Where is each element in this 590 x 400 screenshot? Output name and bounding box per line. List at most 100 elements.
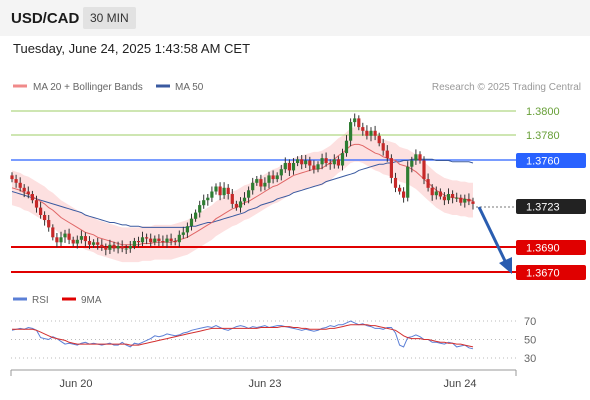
symbol-title: USD/CAD [11, 10, 80, 27]
candle [308, 156, 312, 172]
support-1-label: 1.3690 [526, 243, 560, 255]
candle [26, 186, 30, 199]
current-price-label: 1.3723 [526, 202, 560, 214]
x-tick-jun-24: Jun 24 [443, 378, 476, 390]
candle [312, 160, 316, 174]
candle-body-up [116, 246, 120, 249]
candle [226, 184, 230, 200]
rsi-tick-70: 70 [524, 316, 536, 328]
candle [328, 159, 332, 170]
candle [202, 194, 206, 209]
candle [210, 186, 214, 202]
candle [218, 182, 222, 201]
candle-body-down [381, 143, 385, 151]
candle [181, 226, 185, 239]
candle-body-up [296, 159, 300, 163]
candle [43, 211, 47, 226]
candle-body-down [471, 201, 475, 204]
candle [185, 222, 189, 238]
candle [426, 173, 430, 192]
x-tick-jun-20: Jun 20 [59, 378, 92, 390]
timeframe-button[interactable]: 30 MIN [83, 7, 136, 29]
candle-body-up [263, 182, 267, 187]
candle-body-down [100, 244, 104, 248]
candles [10, 113, 475, 256]
forecast-arrow [477, 206, 512, 274]
candle-body-down [442, 196, 446, 201]
candle [455, 192, 459, 202]
candle-body-down [271, 175, 275, 180]
level-labels: 1.3800 1.3780 1.3760 1.3723 1.3690 1.367… [516, 106, 586, 280]
candle-body-up [332, 159, 336, 165]
candle [336, 156, 340, 169]
candle-body-down [43, 215, 47, 220]
candle [59, 231, 63, 246]
candle-body-down [161, 241, 165, 243]
candle-body-up [349, 122, 353, 141]
candle [291, 158, 296, 175]
candle [165, 234, 169, 248]
candle-body-down [22, 187, 26, 192]
candle [198, 200, 202, 218]
candle-body-up [242, 197, 247, 202]
candle-body-down [169, 238, 173, 242]
candle-body-up [92, 242, 96, 245]
candle-body-down [312, 165, 316, 170]
candle-body-down [10, 175, 14, 180]
candle [96, 237, 100, 250]
candle-body-up [455, 197, 459, 199]
candle [247, 186, 251, 204]
candle-body-up [369, 130, 373, 136]
x-tick-jun-23: Jun 23 [248, 378, 281, 390]
candle [149, 233, 153, 247]
candle [304, 155, 308, 168]
candle-body-down [389, 158, 393, 178]
candle [393, 172, 398, 193]
candle-body-up [222, 187, 226, 196]
rsi-legend: RSI 9MA [13, 295, 102, 306]
candle [242, 192, 247, 206]
candle [471, 197, 475, 210]
candle-body-down [34, 200, 39, 208]
candle [410, 156, 414, 173]
candle [324, 152, 328, 167]
candle-body-down [47, 220, 51, 228]
candle [418, 151, 422, 164]
candle-body-up [275, 175, 279, 180]
watermark: Research © 2025 Trading Central [432, 82, 581, 93]
candle [222, 182, 226, 199]
candle-body-up [181, 232, 185, 235]
candle [275, 172, 279, 183]
candle-body-down [324, 158, 328, 164]
chart-header: USD/CAD 30 MIN [0, 0, 590, 36]
candle-body-down [300, 159, 304, 165]
current-price-box [516, 199, 586, 214]
candle-body-down [377, 135, 381, 144]
candle [22, 184, 26, 198]
candle-body-down [18, 182, 22, 188]
candle [344, 135, 349, 157]
candle [369, 127, 373, 142]
candle [398, 184, 402, 195]
candle-body-down [173, 241, 177, 243]
candle [47, 215, 51, 232]
candle-body-up [238, 201, 243, 208]
candle-body-up [153, 238, 157, 243]
candle [30, 190, 34, 204]
candle [71, 236, 75, 247]
candle-body-down [287, 163, 291, 171]
candle-body-down [426, 179, 430, 188]
ma20-legend-label: MA 20 + Bollinger Bands [33, 82, 143, 93]
candle-body-up [353, 118, 357, 123]
candle [136, 236, 141, 248]
ma20-path [11, 143, 473, 246]
candle [340, 148, 345, 171]
candle [283, 157, 287, 173]
candle [467, 193, 471, 206]
candle [263, 177, 267, 191]
candle-body-down [218, 186, 222, 196]
candle [189, 213, 194, 231]
candle [10, 172, 14, 183]
candle-body-up [189, 218, 194, 227]
candle-body-up [414, 154, 418, 161]
